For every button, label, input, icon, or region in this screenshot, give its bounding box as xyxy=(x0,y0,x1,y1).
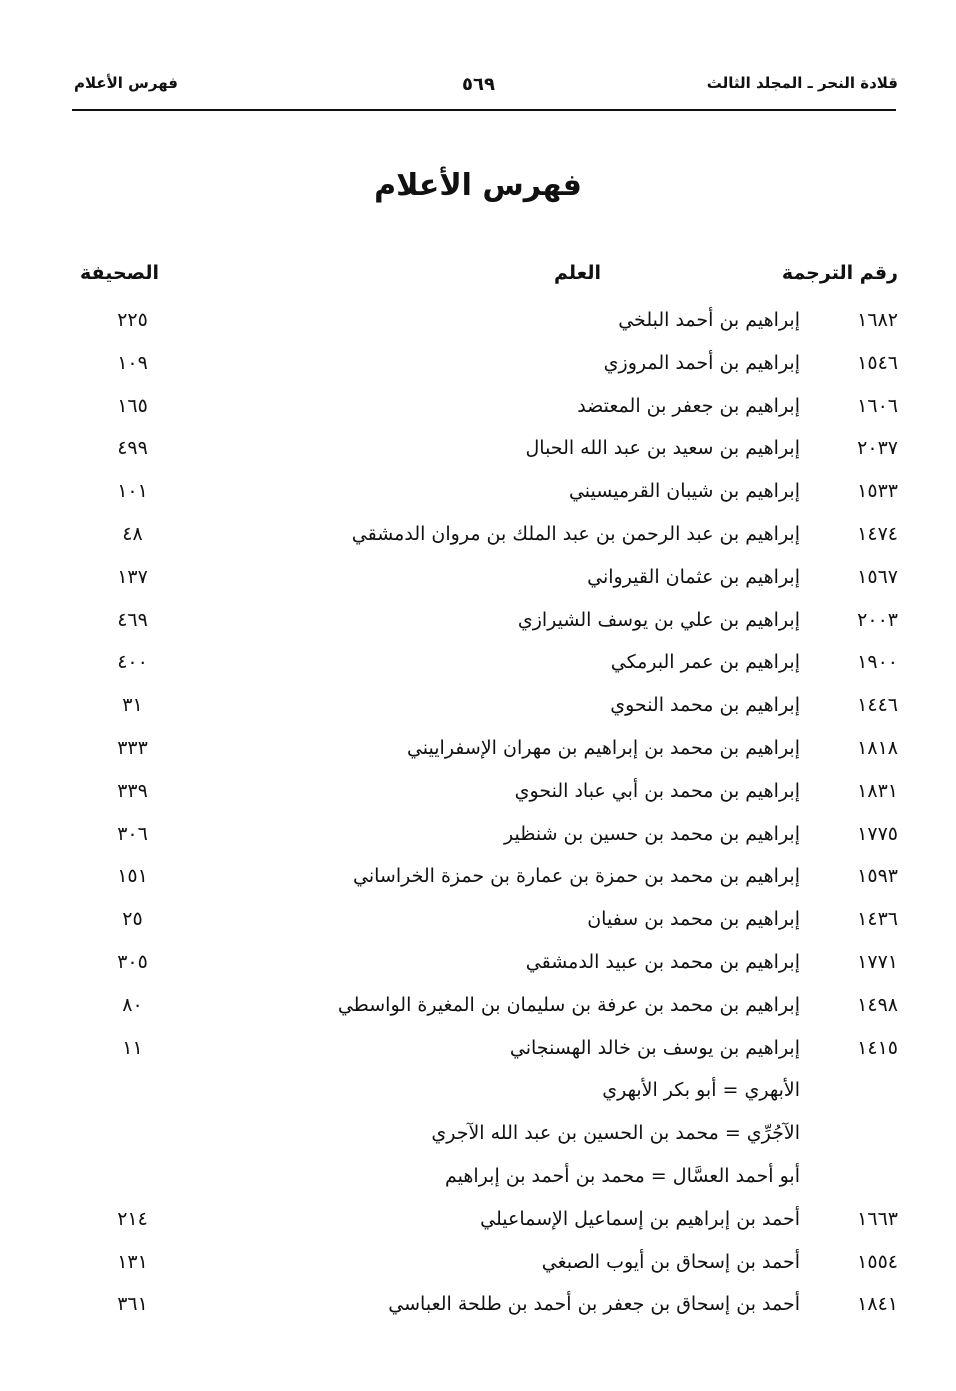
entry-number: ١٤١٥ xyxy=(857,1036,898,1059)
index-entry: ٢٠٣٧ إبراهيم بن سعيد بن عبد الله الحبال ٤٩… xyxy=(0,433,956,476)
entry-number: ١٦٠٦ xyxy=(857,394,898,417)
index-entry: ١٤٧٤ إبراهيم بن عبد الرحمن بن عبد الملك ب… xyxy=(0,519,956,562)
entry-page: ٤٦٩ xyxy=(117,608,148,631)
entry-name: إبراهيم بن عمر البرمكي xyxy=(610,651,800,674)
column-header-name: العلم xyxy=(553,262,601,284)
entry-name: إبراهيم بن محمد بن عبيد الدمشقي xyxy=(525,950,800,973)
index-entry: ١٦٠٦ إبراهيم بن جعفر بن المعتضد ١٦٥ xyxy=(0,391,956,434)
entry-name: الآجُرِّي = محمد بن الحسين بن عبد الله ا… xyxy=(431,1122,800,1145)
index-entry: ١٧٧٥ إبراهيم بن محمد بن حسين بن شنظير ٣٠٦ xyxy=(0,819,956,862)
entry-number: ١٧٧٥ xyxy=(857,822,898,845)
header-rule xyxy=(72,109,896,111)
entry-number: ١٦٨٢ xyxy=(857,309,898,331)
entry-name: إبراهيم بن عثمان القيرواني xyxy=(587,565,800,588)
entry-page: ٣٠٥ xyxy=(117,950,148,973)
entry-name: أحمد بن إسحاق بن جعفر بن أحمد بن طلحة ال… xyxy=(388,1293,800,1316)
index-entry: ١٤١٥ إبراهيم بن يوسف بن خالد الهسنجاني ١١ xyxy=(0,1033,956,1076)
entry-name: أبو أحمد العسَّال = محمد بن أحمد بن إبرا… xyxy=(445,1164,800,1187)
index-entry: ١٧٧١ إبراهيم بن محمد بن عبيد الدمشقي ٣٠٥ xyxy=(0,947,956,990)
entry-number: ١٨١٨ xyxy=(857,736,898,759)
index-entry: ١٤٣٦ إبراهيم بن محمد بن سفيان ٢٥ xyxy=(0,904,956,947)
column-header-page: الصحيفة xyxy=(80,262,160,284)
entry-page: ٢١٤ xyxy=(117,1207,148,1230)
page-title: فهرس الأعلام xyxy=(374,168,582,203)
index-entry: ١٤٤٦ إبراهيم بن محمد النحوي ٣١ xyxy=(0,690,956,733)
entry-name: إبراهيم بن محمد بن سفيان xyxy=(587,908,800,931)
entry-number: ١٥٥٤ xyxy=(857,1250,898,1273)
entry-name: إبراهيم بن شيبان القرميسيني xyxy=(568,480,800,503)
entry-page: ١٣٧ xyxy=(117,565,148,588)
index-entry: ١٨٤١ أحمد بن إسحاق بن جعفر بن أحمد بن طلح… xyxy=(0,1289,956,1332)
index-entry: ١٤٩٨ إبراهيم بن محمد بن عرفة بن سليمان بن… xyxy=(0,990,956,1033)
entry-name: إبراهيم بن محمد بن إبراهيم بن مهران الإس… xyxy=(406,736,800,759)
entry-name: إبراهيم بن محمد بن أبي عباد النحوي xyxy=(514,779,800,802)
index-entry: ١٨١٨ إبراهيم بن محمد بن إبراهيم بن مهران … xyxy=(0,733,956,776)
entry-number: ١٥٣٣ xyxy=(857,480,898,503)
entry-number: ١٦٦٣ xyxy=(857,1207,898,1230)
entry-page: ٣٣٩ xyxy=(117,779,148,802)
running-header-section: فهرس الأعلام xyxy=(74,74,178,92)
entry-number: ١٧٧١ xyxy=(857,950,898,973)
entry-number: ١٨٣١ xyxy=(857,779,898,802)
index-entry: ١٦٦٣ أحمد بن إبراهيم بن إسماعيل الإسماعيل… xyxy=(0,1204,956,1247)
entry-number: ١٥٩٣ xyxy=(857,865,898,888)
entry-number: ١٨٤١ xyxy=(857,1293,898,1316)
entry-number: ١٤٧٤ xyxy=(857,522,898,545)
entry-name: أحمد بن إسحاق بن أيوب الصبغي xyxy=(541,1250,800,1273)
index-entry: ٢٠٠٣ إبراهيم بن علي بن يوسف الشيرازي ٤٦٩ xyxy=(0,605,956,648)
entry-page: ١٥١ xyxy=(117,865,148,888)
entry-name: إبراهيم بن محمد بن حمزة بن عمارة بن حمزة… xyxy=(353,865,800,888)
entry-name: إبراهيم بن أحمد البلخي xyxy=(618,309,800,331)
entry-name: إبراهيم بن محمد بن عرفة بن سليمان بن الم… xyxy=(337,993,800,1016)
entry-page: ١٦٥ xyxy=(117,394,148,417)
entry-name: أحمد بن إبراهيم بن إسماعيل الإسماعيلي xyxy=(480,1207,800,1230)
entry-page: ٤٨ xyxy=(122,522,143,545)
entry-number: ١٥٤٦ xyxy=(857,351,898,374)
entry-number: ١٤٣٦ xyxy=(857,908,898,931)
index-entry: ١٥٩٣ إبراهيم بن محمد بن حمزة بن عمارة بن … xyxy=(0,861,956,904)
entry-name: إبراهيم بن عبد الرحمن بن عبد الملك بن مر… xyxy=(351,522,800,545)
entry-name: إبراهيم بن محمد النحوي xyxy=(610,694,800,717)
cross-reference-entry: الأبهري = أبو بكر الأبهري xyxy=(0,1075,956,1118)
page-number: ٥٦٩ xyxy=(462,74,495,95)
index-list: ١٦٨٢ إبراهيم بن أحمد البلخي ٢٢٥ ١٥٤٦ إبراهيم… xyxy=(0,305,956,1332)
entry-page: ٢٢٥ xyxy=(117,309,148,331)
entry-number: ١٤٤٦ xyxy=(857,694,898,717)
entry-page: ٨٠ xyxy=(122,993,143,1016)
index-entry: ١٥٦٧ إبراهيم بن عثمان القيرواني ١٣٧ xyxy=(0,562,956,605)
column-header-number: رقم الترجمة xyxy=(781,262,898,284)
entry-page: ٣٦١ xyxy=(117,1293,148,1316)
index-entry: ١٥٤٦ إبراهيم بن أحمد المروزي ١٠٩ xyxy=(0,348,956,391)
index-entry: ١٩٠٠ إبراهيم بن عمر البرمكي ٤٠٠ xyxy=(0,647,956,690)
entry-page: ٣٣٣ xyxy=(117,736,148,759)
index-entry: ١٥٥٤ أحمد بن إسحاق بن أيوب الصبغي ١٣١ xyxy=(0,1247,956,1290)
entry-name: الأبهري = أبو بكر الأبهري xyxy=(602,1079,800,1102)
entry-page: ١٣١ xyxy=(117,1250,148,1273)
entry-page: ٣١ xyxy=(122,694,143,717)
entry-number: ١٩٠٠ xyxy=(857,651,898,674)
entry-page: ١٠٩ xyxy=(117,351,148,374)
index-entry: ١٨٣١ إبراهيم بن محمد بن أبي عباد النحوي ٣٣… xyxy=(0,776,956,819)
entry-number: ١٥٦٧ xyxy=(857,565,898,588)
entry-page: ٤٩٩ xyxy=(117,437,148,460)
entry-name: إبراهيم بن محمد بن حسين بن شنظير xyxy=(504,822,800,845)
entry-page: ١١ xyxy=(122,1036,143,1059)
entry-name: إبراهيم بن سعيد بن عبد الله الحبال xyxy=(525,437,800,460)
entry-page: ٤٠٠ xyxy=(117,651,148,674)
running-header-book-title: قلادة النحر ـ المجلد الثالث xyxy=(706,74,898,92)
entry-page: ٢٥ xyxy=(122,908,143,931)
index-entry: ١٥٣٣ إبراهيم بن شيبان القرميسيني ١٠١ xyxy=(0,476,956,519)
entry-number: ٢٠٠٣ xyxy=(857,608,898,631)
entry-name: إبراهيم بن أحمد المروزي xyxy=(603,351,800,374)
entry-page: ٣٠٦ xyxy=(117,822,148,845)
entry-name: إبراهيم بن يوسف بن خالد الهسنجاني xyxy=(509,1036,800,1059)
entry-name: إبراهيم بن جعفر بن المعتضد xyxy=(577,394,800,417)
cross-reference-entry: الآجُرِّي = محمد بن الحسين بن عبد الله ا… xyxy=(0,1118,956,1161)
entry-number: ١٤٩٨ xyxy=(857,993,898,1016)
entry-number: ٢٠٣٧ xyxy=(857,437,898,460)
entry-name: إبراهيم بن علي بن يوسف الشيرازي xyxy=(517,608,800,631)
cross-reference-entry: أبو أحمد العسَّال = محمد بن أحمد بن إبرا… xyxy=(0,1161,956,1204)
index-entry: ١٦٨٢ إبراهيم بن أحمد البلخي ٢٢٥ xyxy=(0,305,956,348)
entry-page: ١٠١ xyxy=(117,480,148,503)
